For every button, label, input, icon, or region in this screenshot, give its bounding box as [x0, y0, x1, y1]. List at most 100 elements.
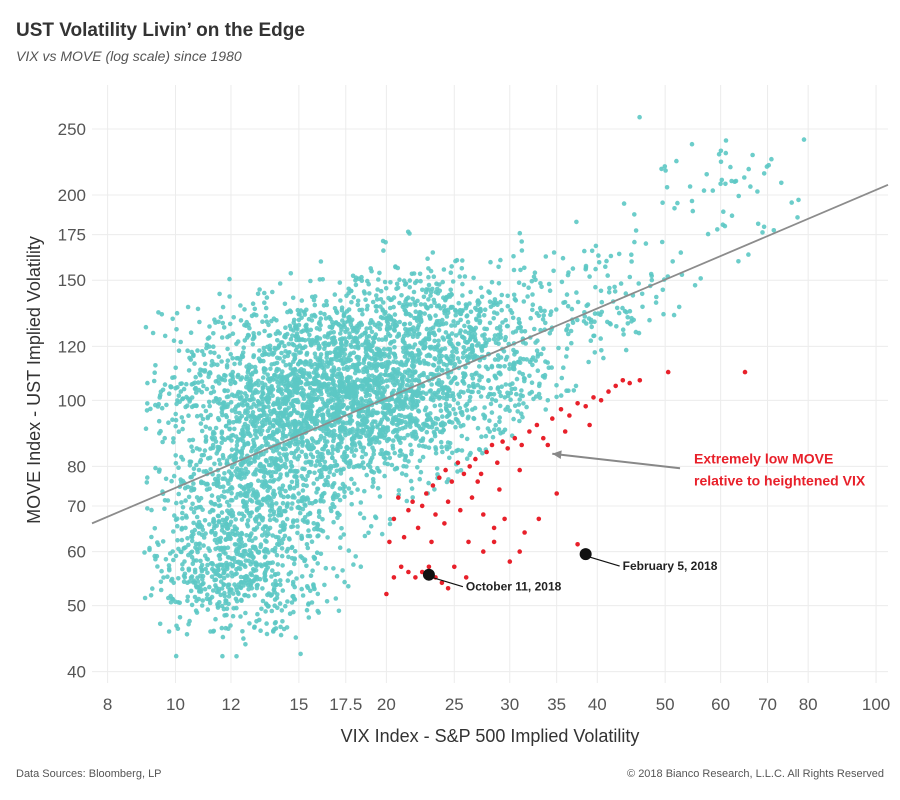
main-point	[181, 386, 187, 392]
main-point	[465, 319, 471, 325]
main-point	[224, 515, 230, 521]
main-point	[249, 393, 255, 399]
main-point	[249, 572, 255, 578]
main-point	[203, 408, 209, 414]
main-point	[245, 524, 251, 529]
x-tick-label: 8	[103, 695, 112, 714]
main-point	[145, 401, 150, 406]
main-point	[718, 181, 723, 187]
main-point	[390, 429, 396, 435]
main-point	[723, 150, 729, 156]
main-point	[437, 429, 443, 435]
main-point	[606, 290, 612, 295]
main-point	[298, 308, 304, 313]
main-point	[377, 494, 383, 499]
main-point	[325, 474, 331, 480]
main-point	[245, 367, 251, 373]
main-point	[288, 570, 294, 575]
main-point	[410, 296, 416, 302]
main-point	[277, 529, 283, 534]
main-point	[519, 248, 525, 253]
main-point	[453, 333, 459, 338]
main-point	[174, 623, 179, 629]
main-point	[316, 533, 321, 538]
main-point	[489, 279, 495, 285]
main-point	[243, 558, 249, 563]
low-move-point	[445, 586, 451, 591]
main-point	[215, 415, 221, 421]
main-point	[370, 335, 376, 341]
highlight-leader-line	[589, 556, 620, 567]
main-point	[293, 469, 299, 475]
main-point	[186, 494, 192, 500]
main-point	[304, 454, 309, 460]
low-move-point	[391, 516, 397, 522]
main-point	[355, 298, 361, 304]
main-point	[278, 578, 283, 583]
main-point	[374, 293, 379, 298]
main-point	[592, 350, 598, 355]
main-point	[486, 378, 491, 384]
main-point	[282, 301, 288, 307]
low-move-point	[387, 539, 392, 545]
main-point	[144, 480, 150, 485]
main-point	[546, 281, 552, 287]
main-point	[222, 593, 228, 599]
main-point	[370, 386, 375, 391]
main-point	[746, 166, 751, 172]
main-point	[291, 359, 296, 365]
main-point	[219, 359, 224, 364]
main-point	[286, 422, 292, 427]
main-point	[258, 468, 264, 474]
main-point	[340, 410, 346, 416]
main-point	[304, 307, 309, 313]
main-point	[575, 299, 581, 305]
main-point	[243, 564, 248, 569]
main-point	[247, 379, 252, 384]
main-point	[503, 317, 509, 323]
main-point	[370, 476, 376, 482]
main-point	[415, 298, 420, 304]
main-point	[272, 345, 277, 351]
main-point	[511, 267, 517, 273]
main-point	[194, 514, 200, 520]
main-point	[289, 479, 295, 485]
main-point	[511, 416, 516, 422]
main-point	[201, 404, 206, 409]
main-point	[383, 240, 388, 245]
main-point	[366, 433, 372, 439]
main-point	[516, 320, 522, 326]
main-point	[247, 533, 253, 539]
main-point	[389, 462, 395, 468]
main-point	[239, 375, 245, 380]
main-point	[242, 307, 247, 312]
main-point	[392, 450, 398, 456]
main-point	[227, 534, 233, 540]
main-point	[368, 457, 374, 463]
main-point	[181, 419, 186, 425]
main-point	[474, 370, 479, 376]
main-point	[543, 254, 549, 259]
main-point	[415, 389, 420, 394]
main-point	[188, 330, 194, 336]
main-point	[520, 414, 525, 420]
main-point	[687, 184, 693, 189]
main-point	[431, 274, 437, 280]
main-point	[188, 550, 193, 556]
main-point	[380, 410, 385, 415]
main-point	[554, 394, 559, 400]
main-point	[198, 457, 204, 463]
main-point	[233, 447, 239, 452]
main-point	[359, 274, 364, 280]
main-point	[226, 594, 232, 599]
low-move-point	[613, 383, 618, 389]
main-point	[295, 390, 300, 396]
main-point	[274, 368, 279, 374]
main-point	[359, 454, 365, 460]
main-point	[574, 290, 579, 295]
main-point	[244, 393, 249, 399]
main-point	[400, 406, 406, 412]
main-point	[599, 299, 605, 305]
main-point	[262, 549, 268, 554]
main-point	[267, 469, 273, 475]
